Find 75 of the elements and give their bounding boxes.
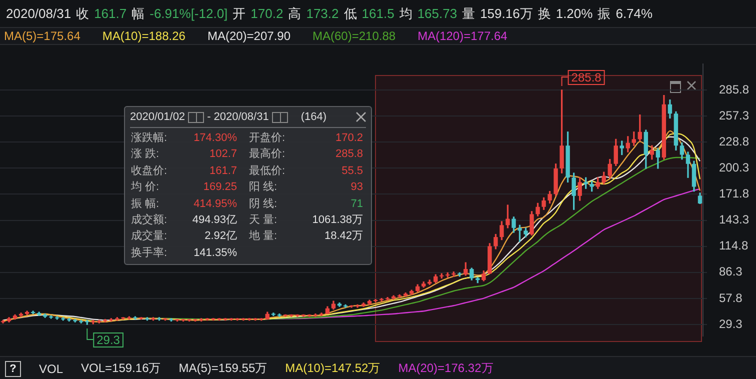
y-tick-label: 200.3 [719,160,750,174]
text: MA(60)=210.88 [312,29,396,43]
text: 6.74% [616,6,653,21]
annotation: 285.8 [334,147,363,162]
annotation: 阴 线: [248,196,278,212]
text: 161.7 [94,6,127,21]
annotation: 地 量: [248,229,278,244]
text: VOL=159.16万 [81,360,161,377]
annotation: 414.95% [192,196,237,212]
text: 收 [76,4,90,22]
annotation: 161.7 [208,164,237,179]
annotation: 169.25 [202,180,237,196]
annotation: 2020/01/02 [130,111,186,123]
text: MA(20)=176.32万 [398,360,494,377]
annotation: 成交额: [131,212,168,228]
annotation: 18.42万 [323,229,363,244]
text: MA(10)=188.26 [102,29,186,43]
annotation: 均 价: [131,180,160,196]
text: 165.73 [417,6,458,21]
annotation: 最高价: [248,146,286,162]
annotation: 29.3 [96,332,120,347]
y-tick-label: 257.3 [719,108,750,122]
text: 161.5 [362,6,394,21]
annotation: 93 [350,180,363,196]
annotation: 涨 跌: [131,147,160,162]
annotation: 2.92亿 [204,229,237,244]
annotation: (164) [300,111,327,123]
annotation: 开盘价: [248,131,286,146]
annotation: 141.35% [192,246,237,261]
text: 170.2 [250,6,284,21]
annotation: 1061.38万 [311,213,363,228]
annotation: 170.2 [334,131,363,146]
annotation: 成交量: [131,228,168,244]
text: MA(10)=147.52万 [285,360,380,377]
y-tick-label: 86.3 [719,264,743,279]
text: 换 [538,4,551,22]
text: 1.20% [556,6,593,21]
annotation: 285.8 [571,70,602,84]
annotation: 振 幅: [131,196,160,212]
text: VOL [39,362,64,376]
y-tick-label: 57.8 [719,290,743,305]
annotation: 102.7 [208,147,237,162]
y-tick-label: 143.3 [719,212,750,227]
text: 均 [399,4,412,22]
annotation: 55.5 [340,164,363,179]
y-tick-label: 114.8 [719,238,748,253]
text: 开 [232,4,246,22]
text: 173.2 [306,6,339,21]
annotation: 494.93亿 [191,213,237,228]
y-tick-label: 228.8 [719,134,750,148]
y-tick-label: 285.8 [719,82,750,96]
annotation: 最低价: [248,164,286,179]
annotation: 71 [350,196,363,212]
y-tick-label: 171.8 [719,186,750,201]
annotation: 天 量: [248,213,278,228]
text: MA(120)=177.64 [418,29,508,43]
text: 2020/08/31 [6,6,72,21]
text: 低 [344,4,357,22]
annotation: 涨跌幅: [131,131,168,146]
text: ? [5,360,21,376]
text: 振 [598,4,611,22]
text: MA(20)=207.90 [207,29,291,43]
annotation: 换手率: [131,246,168,261]
annotation: 阳 线: [248,180,278,196]
text: 幅 [132,4,145,22]
text: 量 [462,4,476,22]
text: 159.16万 [480,4,533,22]
text: MA(5)=159.55万 [178,360,268,377]
annotation: 收盘价: [131,164,168,179]
annotation: - 2020/08/31 [207,111,269,123]
annotation: 174.30% [192,131,237,146]
y-tick-label: 29.3 [719,316,743,331]
text: 高 [288,4,302,22]
text: -6.91%[-12.0] [150,6,228,21]
text: MA(5)=175.64 [4,29,80,43]
